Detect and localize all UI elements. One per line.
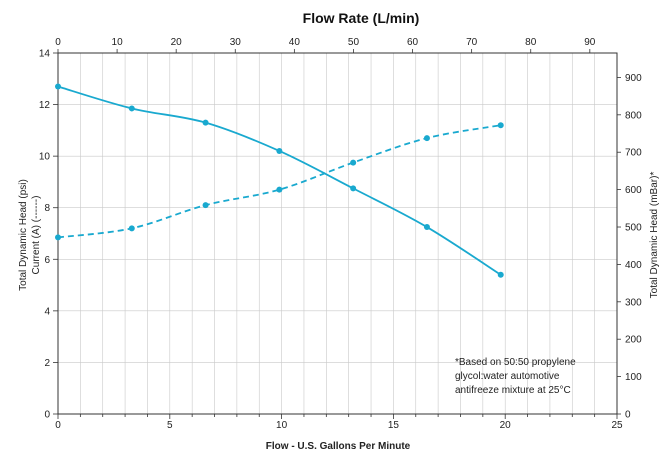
x-tick-label: 20 [500, 420, 512, 431]
head-point [128, 105, 135, 112]
y-tick-label: 2 [44, 358, 50, 369]
current-point [202, 202, 209, 209]
right-tick-label: 900 [625, 73, 642, 84]
top-tick-label: 40 [289, 37, 301, 48]
top-tick-label: 10 [112, 37, 124, 48]
head-point [276, 147, 283, 154]
head-point [55, 83, 61, 90]
head-line [57, 85, 502, 276]
top-tick-label: 30 [230, 37, 242, 48]
tick-marks [53, 49, 621, 419]
x-tick-label: 0 [55, 420, 61, 431]
x-tick-label: 5 [167, 420, 173, 431]
right-tick-label: 500 [625, 223, 642, 234]
right-tick-label: 100 [625, 372, 642, 383]
right-axis-title-mbar: Total Dynamic Head (mBar)* [649, 172, 660, 299]
x-tick-label: 15 [388, 420, 400, 431]
top-tick-label: 0 [55, 37, 61, 48]
right-tick-label: 800 [625, 110, 642, 121]
chart-title: Flow Rate (L/min) [303, 10, 420, 26]
current-point [276, 186, 283, 193]
y-tick-label: 12 [39, 100, 51, 111]
left-axis-title-current: Current (A) (------) [31, 196, 42, 275]
series-group [55, 83, 504, 278]
right-tick-label: 0 [625, 410, 631, 421]
head-point [423, 224, 430, 231]
top-tick-label: 90 [584, 37, 596, 48]
top-tick-label: 20 [171, 37, 183, 48]
plot-frame [57, 52, 618, 415]
left-axis-title-psi: Total Dynamic Head (psi) [18, 179, 29, 291]
footnote-line-2: glycol:water automotive [455, 371, 560, 382]
top-tick-label: 70 [466, 37, 478, 48]
x-tick-label: 10 [276, 420, 288, 431]
current-point [497, 122, 504, 129]
grid [58, 53, 617, 414]
y-tick-label: 8 [44, 203, 50, 214]
right-tick-label: 200 [625, 335, 642, 346]
head-point [350, 185, 357, 192]
x-tick-label: 25 [611, 420, 623, 431]
y-tick-label: 6 [44, 255, 50, 266]
head-point [497, 271, 504, 278]
head-point [202, 119, 209, 126]
top-tick-label: 60 [407, 37, 419, 48]
y-tick-label: 10 [39, 152, 51, 163]
footnote-line-3: antifreeze mixture at 25°C [455, 385, 571, 396]
right-tick-label: 700 [625, 148, 642, 159]
footnote-line-1: *Based on 50:50 propylene [455, 357, 576, 368]
current-point [55, 234, 61, 241]
y-tick-label: 0 [44, 410, 50, 421]
right-tick-label: 300 [625, 297, 642, 308]
y-tick-label: 14 [39, 49, 51, 60]
current-point [350, 159, 357, 166]
right-tick-label: 600 [625, 185, 642, 196]
top-tick-label: 80 [525, 37, 537, 48]
top-tick-label: 50 [348, 37, 360, 48]
current-point [128, 225, 135, 232]
right-tick-label: 400 [625, 260, 642, 271]
current-point [423, 135, 430, 142]
current-line [57, 124, 501, 239]
x-axis-title: Flow - U.S. Gallons Per Minute [266, 441, 411, 451]
y-tick-label: 4 [44, 306, 50, 317]
